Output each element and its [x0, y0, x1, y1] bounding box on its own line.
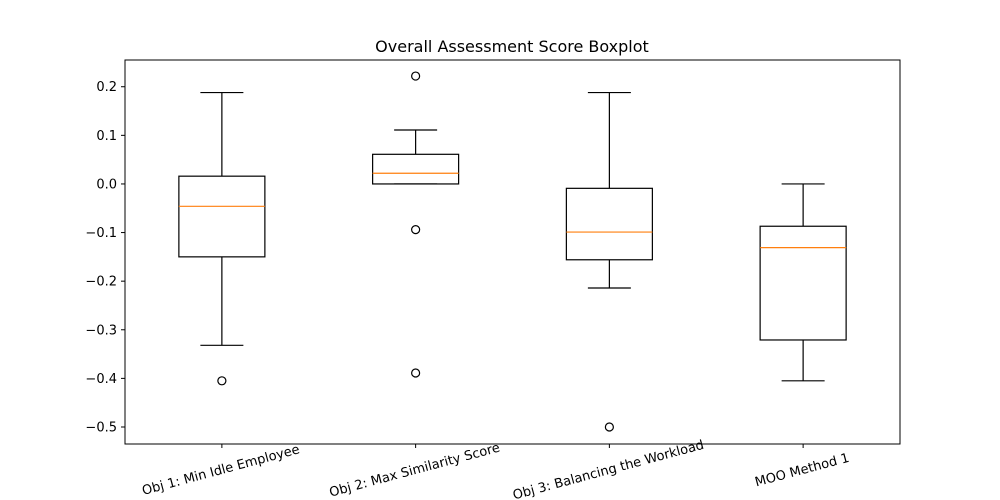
plot-marks: 0.2 0.1 0.0 −0.1 −0.2 −0.3 −0.4 −0.5 Obj 1: Min … — [85, 71, 851, 500]
y-tick-label: −0.4 — [85, 372, 117, 387]
outlier-point — [217, 376, 227, 386]
outlier-point — [411, 368, 421, 378]
outlier-point — [411, 225, 421, 235]
box — [372, 153, 460, 185]
box — [178, 175, 266, 258]
y-tick-label: 0.2 — [96, 80, 117, 95]
x-tick-label: MOO Method 1 — [753, 451, 851, 491]
chart-title: Overall Assessment Score Boxplot — [375, 37, 649, 56]
plot-frame — [124, 59, 901, 445]
x-tick-label: Obj 2: Max Similarity Score — [328, 441, 502, 500]
y-tick-label: 0.0 — [96, 177, 117, 192]
y-tick-label: −0.3 — [85, 323, 117, 338]
outlier-point — [604, 422, 614, 432]
box — [565, 187, 653, 261]
y-tick-label: 0.1 — [96, 129, 117, 144]
y-tick-label: −0.2 — [85, 275, 117, 290]
x-tick-label: Obj 3: Balancing the Workload — [511, 438, 705, 500]
y-tick-label: −0.5 — [85, 420, 117, 435]
box — [759, 225, 847, 341]
y-tick-label: −0.1 — [85, 226, 117, 241]
x-tick-label: Obj 1: Min Idle Employee — [141, 442, 302, 499]
outlier-point — [411, 71, 421, 81]
